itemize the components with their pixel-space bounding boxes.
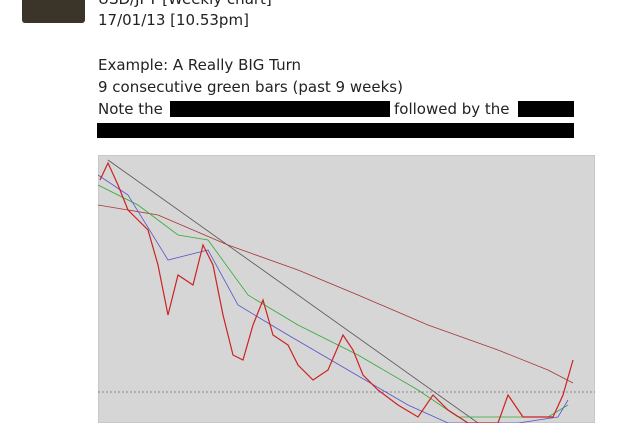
avatar (22, 0, 85, 23)
redaction (97, 123, 574, 138)
post-date: 17/01/13 [10.53pm] (98, 11, 249, 29)
note-start: Note the (98, 100, 163, 118)
redaction (518, 101, 574, 117)
body-line: 9 consecutive green bars (past 9 weeks) (98, 78, 403, 96)
chart-image (98, 155, 595, 423)
note-middle: followed by the (394, 100, 510, 118)
post-title: USD/JPY [Weekly chart] (98, 0, 272, 9)
redaction (170, 101, 390, 117)
body-line: Example: A Really BIG Turn (98, 56, 301, 74)
